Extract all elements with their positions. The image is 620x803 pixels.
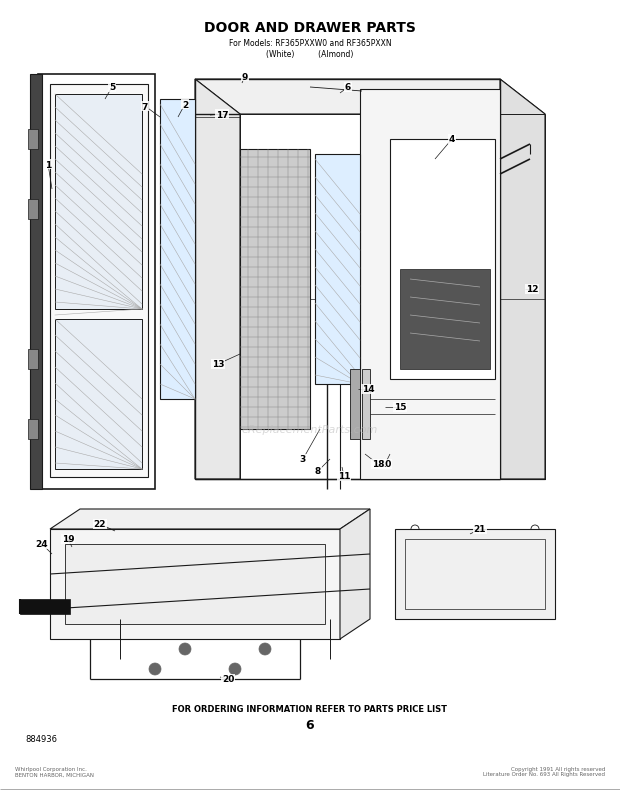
- Polygon shape: [28, 130, 38, 150]
- Text: 24: 24: [36, 540, 48, 548]
- Polygon shape: [50, 509, 370, 529]
- Text: 1: 1: [45, 161, 51, 169]
- Circle shape: [259, 643, 271, 655]
- Text: 6: 6: [345, 84, 351, 92]
- Text: 20: 20: [222, 675, 234, 683]
- Circle shape: [179, 643, 191, 655]
- Text: 884936: 884936: [25, 735, 57, 744]
- Text: 3: 3: [300, 455, 306, 464]
- Polygon shape: [360, 90, 500, 479]
- Text: (White)          (Almond): (White) (Almond): [267, 50, 353, 59]
- Polygon shape: [30, 75, 42, 489]
- Text: 10: 10: [379, 460, 391, 469]
- Text: 18: 18: [372, 460, 384, 469]
- Polygon shape: [240, 150, 310, 430]
- Text: 22: 22: [94, 520, 106, 529]
- Polygon shape: [28, 200, 38, 220]
- Polygon shape: [28, 349, 38, 369]
- Polygon shape: [390, 140, 495, 380]
- Polygon shape: [350, 369, 360, 439]
- Text: 6: 6: [306, 719, 314, 732]
- Polygon shape: [160, 100, 195, 400]
- Circle shape: [385, 446, 401, 463]
- Text: 15: 15: [394, 403, 406, 412]
- Text: Whirlpool Corporation Inc.
BENTON HARBOR, MICHIGAN: Whirlpool Corporation Inc. BENTON HARBOR…: [15, 765, 94, 777]
- Text: 14: 14: [361, 385, 374, 394]
- Polygon shape: [55, 320, 142, 470]
- Text: 4: 4: [449, 136, 455, 145]
- Circle shape: [149, 663, 161, 675]
- Circle shape: [229, 663, 241, 675]
- Polygon shape: [500, 80, 545, 479]
- Polygon shape: [400, 270, 490, 369]
- Text: 8: 8: [315, 467, 321, 476]
- Polygon shape: [50, 529, 340, 639]
- Text: 12: 12: [526, 285, 538, 294]
- Text: eReplacementParts.com: eReplacementParts.com: [242, 425, 378, 434]
- Text: DOOR AND DRAWER PARTS: DOOR AND DRAWER PARTS: [204, 21, 416, 35]
- Polygon shape: [55, 95, 142, 310]
- Text: 19: 19: [61, 535, 74, 544]
- Polygon shape: [362, 369, 370, 439]
- Polygon shape: [50, 85, 148, 478]
- Polygon shape: [315, 155, 360, 385]
- Polygon shape: [28, 419, 38, 439]
- Text: 21: 21: [474, 525, 486, 534]
- Text: Copyright 1991 All rights reserved
Literature Order No. 693 All Rights Reserved: Copyright 1991 All rights reserved Liter…: [483, 765, 605, 777]
- Polygon shape: [395, 529, 555, 619]
- Text: 17: 17: [216, 110, 228, 120]
- Text: 7: 7: [142, 102, 148, 112]
- Text: FOR ORDERING INFORMATION REFER TO PARTS PRICE LIST: FOR ORDERING INFORMATION REFER TO PARTS …: [172, 704, 448, 714]
- Text: 9: 9: [242, 72, 248, 81]
- Polygon shape: [340, 509, 370, 639]
- Text: 11: 11: [338, 472, 350, 481]
- Text: 2: 2: [182, 100, 188, 109]
- Polygon shape: [65, 544, 325, 624]
- Text: 13: 13: [212, 360, 224, 369]
- Text: For Models: RF365PXXW0 and RF365PXXN: For Models: RF365PXXW0 and RF365PXXN: [229, 39, 391, 48]
- Polygon shape: [195, 80, 545, 115]
- Polygon shape: [195, 80, 240, 479]
- Polygon shape: [20, 599, 70, 614]
- Text: 5: 5: [109, 84, 115, 92]
